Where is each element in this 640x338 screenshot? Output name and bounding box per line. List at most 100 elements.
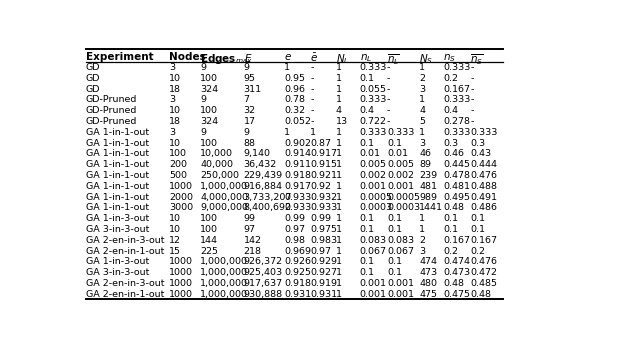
- Text: 0.486: 0.486: [470, 203, 497, 213]
- Text: 1: 1: [336, 63, 342, 72]
- Text: 1: 1: [336, 182, 342, 191]
- Text: 100: 100: [170, 149, 188, 159]
- Text: $N_L$: $N_L$: [336, 52, 349, 66]
- Text: 0.001: 0.001: [360, 290, 387, 299]
- Text: GD: GD: [86, 74, 100, 83]
- Text: GD: GD: [86, 63, 100, 72]
- Text: 3: 3: [419, 139, 426, 148]
- Text: GD-Pruned: GD-Pruned: [86, 95, 138, 104]
- Text: 0.475: 0.475: [443, 290, 470, 299]
- Text: -: -: [470, 85, 474, 94]
- Text: 0.001: 0.001: [387, 182, 414, 191]
- Text: 0.927: 0.927: [310, 268, 337, 277]
- Text: 1: 1: [336, 268, 342, 277]
- Text: 225: 225: [200, 247, 218, 256]
- Text: 0.4: 0.4: [443, 106, 458, 115]
- Text: 0.99: 0.99: [310, 214, 331, 223]
- Text: 10: 10: [170, 139, 181, 148]
- Text: 0.1: 0.1: [443, 225, 458, 234]
- Text: 930,888: 930,888: [244, 290, 283, 299]
- Text: 88: 88: [244, 139, 256, 148]
- Text: 0.929: 0.929: [310, 258, 337, 266]
- Text: 10,000: 10,000: [200, 149, 233, 159]
- Text: $N_S$: $N_S$: [419, 52, 433, 66]
- Text: 0.333: 0.333: [443, 128, 470, 137]
- Text: 474: 474: [419, 258, 437, 266]
- Text: 4,000,000: 4,000,000: [200, 193, 248, 202]
- Text: 9: 9: [200, 63, 206, 72]
- Text: 0.01: 0.01: [387, 149, 408, 159]
- Text: GA 1-in-1-out: GA 1-in-1-out: [86, 171, 149, 180]
- Text: Nodes: Nodes: [170, 52, 206, 62]
- Text: 1: 1: [419, 225, 425, 234]
- Text: 1: 1: [336, 128, 342, 137]
- Text: GD: GD: [86, 85, 100, 94]
- Text: -: -: [387, 95, 390, 104]
- Text: Edges$_{max}$: Edges$_{max}$: [200, 52, 253, 66]
- Text: 1: 1: [419, 63, 425, 72]
- Text: 0.445: 0.445: [443, 160, 470, 169]
- Text: 3: 3: [419, 85, 426, 94]
- Text: 0.001: 0.001: [360, 182, 387, 191]
- Text: 144: 144: [200, 236, 218, 245]
- Text: 1: 1: [336, 203, 342, 213]
- Text: 324: 324: [200, 85, 218, 94]
- Text: 0.932: 0.932: [310, 193, 337, 202]
- Text: 250,000: 250,000: [200, 171, 239, 180]
- Text: 0.96: 0.96: [284, 85, 305, 94]
- Text: 1: 1: [336, 290, 342, 299]
- Text: 0.722: 0.722: [360, 117, 387, 126]
- Text: 0.1: 0.1: [387, 268, 402, 277]
- Text: 1000: 1000: [170, 279, 193, 288]
- Text: 0.917: 0.917: [284, 182, 311, 191]
- Text: 0.167: 0.167: [470, 236, 497, 245]
- Text: 17: 17: [244, 117, 256, 126]
- Text: 0.914: 0.914: [284, 149, 311, 159]
- Text: 0.333: 0.333: [387, 128, 414, 137]
- Text: 1,000,000: 1,000,000: [200, 182, 248, 191]
- Text: 32: 32: [244, 106, 256, 115]
- Text: 0.975: 0.975: [310, 225, 337, 234]
- Text: 18: 18: [170, 85, 181, 94]
- Text: 1: 1: [336, 85, 342, 94]
- Text: 142: 142: [244, 236, 262, 245]
- Text: 229,439: 229,439: [244, 171, 283, 180]
- Text: 2: 2: [419, 236, 425, 245]
- Text: 89: 89: [419, 160, 431, 169]
- Text: 0.3: 0.3: [470, 139, 486, 148]
- Text: 0.0003: 0.0003: [387, 203, 420, 213]
- Text: 925,403: 925,403: [244, 268, 283, 277]
- Text: 0.48: 0.48: [443, 203, 464, 213]
- Text: 3000: 3000: [170, 203, 193, 213]
- Text: -: -: [387, 106, 390, 115]
- Text: 0.055: 0.055: [360, 85, 387, 94]
- Text: 0.083: 0.083: [387, 236, 414, 245]
- Text: 1000: 1000: [170, 182, 193, 191]
- Text: 99: 99: [244, 214, 256, 223]
- Text: 0.01: 0.01: [360, 149, 381, 159]
- Text: 0.1: 0.1: [387, 214, 402, 223]
- Text: -: -: [310, 95, 314, 104]
- Text: -: -: [387, 74, 390, 83]
- Text: 0.98: 0.98: [284, 236, 305, 245]
- Text: 1,000,000: 1,000,000: [200, 268, 248, 277]
- Text: 5: 5: [419, 117, 425, 126]
- Text: 0.926: 0.926: [284, 258, 311, 266]
- Text: 97: 97: [244, 225, 256, 234]
- Text: 473: 473: [419, 268, 437, 277]
- Text: 0.278: 0.278: [443, 117, 470, 126]
- Text: 0.99: 0.99: [284, 214, 305, 223]
- Text: 0.491: 0.491: [470, 193, 497, 202]
- Text: 0.481: 0.481: [443, 182, 470, 191]
- Text: 0.921: 0.921: [310, 171, 337, 180]
- Text: 0.918: 0.918: [284, 171, 311, 180]
- Text: 218: 218: [244, 247, 262, 256]
- Text: 1: 1: [336, 236, 342, 245]
- Text: 13: 13: [336, 117, 348, 126]
- Text: 3: 3: [419, 247, 426, 256]
- Text: -: -: [310, 63, 314, 72]
- Text: 1: 1: [336, 225, 342, 234]
- Text: 0.1: 0.1: [387, 225, 402, 234]
- Text: 1: 1: [284, 128, 291, 137]
- Text: 0.488: 0.488: [470, 182, 497, 191]
